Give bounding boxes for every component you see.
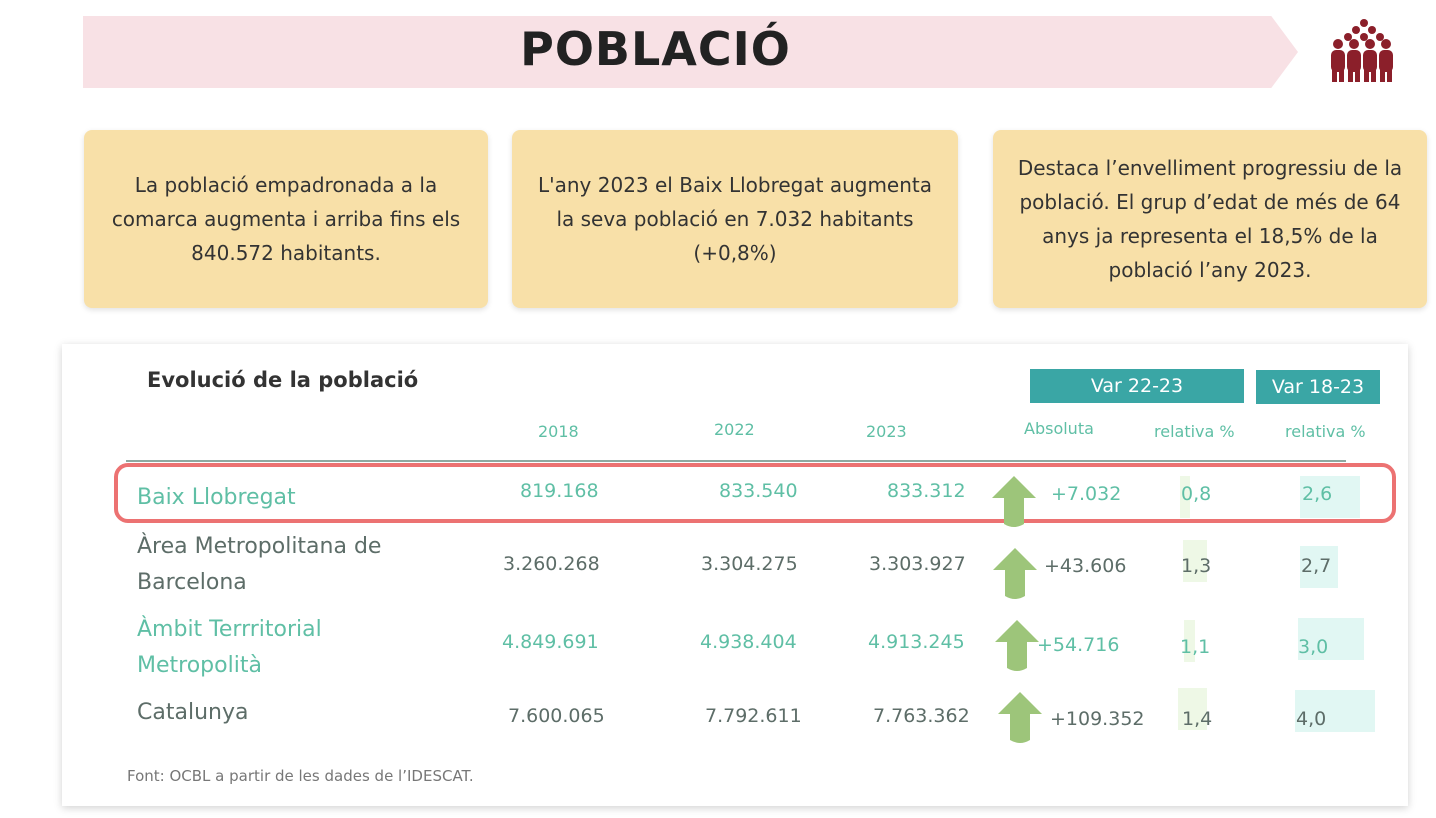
row-name: Catalunya <box>137 700 249 725</box>
table-title: Evolució de la població <box>147 368 419 392</box>
value-relativa-18-23: 4,0 <box>1296 708 1327 730</box>
value-absoluta: +43.606 <box>1044 555 1127 577</box>
row-name: Àmbit Terrritorial Metropolità <box>137 617 322 678</box>
arrow-up-icon <box>993 548 1037 599</box>
value-absoluta: +7.032 <box>1051 483 1122 505</box>
rel1-bar <box>1178 688 1207 730</box>
row-name: Àrea Metropolitana de Barcelona <box>137 534 382 595</box>
group-header-var-22-23: Var 22-23 <box>1030 369 1244 403</box>
rel1-bar <box>1184 620 1195 662</box>
info-card-growth: L'any 2023 el Baix Llobregat augmenta la… <box>512 130 958 308</box>
info-card-population: La població empadronada a la comarca aug… <box>84 130 488 308</box>
page-title: POBLACIÓ <box>520 22 791 76</box>
source-note: Font: OCBL a partir de les dades de l’ID… <box>127 767 474 785</box>
value-2022: 3.304.275 <box>701 553 798 575</box>
value-2018: 7.600.065 <box>508 705 605 727</box>
value-2022: 7.792.611 <box>705 705 802 727</box>
col-relativa-22-23: relativa % <box>1154 422 1235 441</box>
value-2023: 3.303.927 <box>869 553 966 575</box>
col-absoluta: Absoluta <box>1024 419 1094 438</box>
value-relativa-22-23: 1,4 <box>1182 708 1213 730</box>
title-banner <box>83 16 1298 88</box>
col-2023: 2023 <box>866 422 907 441</box>
col-2022: 2022 <box>714 420 755 439</box>
value-2018: 819.168 <box>520 480 599 502</box>
rel2-bar <box>1300 476 1360 518</box>
rel2-bar <box>1298 618 1364 660</box>
value-2022: 833.540 <box>719 480 798 502</box>
col-relativa-18-23: relativa % <box>1285 422 1366 441</box>
arrow-up-icon <box>992 476 1036 527</box>
rel2-bar <box>1295 690 1375 732</box>
value-relativa-18-23: 2,6 <box>1302 483 1333 505</box>
value-2023: 833.312 <box>887 480 966 502</box>
value-2022: 4.938.404 <box>700 631 797 653</box>
arrow-up-icon <box>998 692 1042 743</box>
value-relativa-22-23: 0,8 <box>1181 483 1212 505</box>
rel1-bar <box>1180 476 1190 518</box>
value-relativa-18-23: 2,7 <box>1301 555 1332 577</box>
value-2018: 4.849.691 <box>502 631 599 653</box>
row-name: Baix Llobregat <box>137 485 296 510</box>
rel2-bar <box>1300 546 1338 588</box>
value-absoluta: +109.352 <box>1050 708 1145 730</box>
rel1-bar <box>1183 540 1207 582</box>
info-card-ageing: Destaca l’envelliment progressiu de la p… <box>993 130 1427 308</box>
value-relativa-22-23: 1,3 <box>1181 555 1212 577</box>
value-2018: 3.260.268 <box>503 553 600 575</box>
group-header-var-18-23: Var 18-23 <box>1256 370 1380 404</box>
value-2023: 4.913.245 <box>868 631 965 653</box>
value-2023: 7.763.362 <box>873 705 970 727</box>
value-absoluta: +54.716 <box>1037 634 1120 656</box>
value-relativa-22-23: 1,1 <box>1180 636 1211 658</box>
highlight-outline <box>114 463 1396 523</box>
header-divider <box>126 460 1346 462</box>
col-2018: 2018 <box>538 422 579 441</box>
people-group-icon <box>1331 19 1393 82</box>
arrow-up-icon <box>995 620 1039 671</box>
value-relativa-18-23: 3,0 <box>1298 636 1329 658</box>
